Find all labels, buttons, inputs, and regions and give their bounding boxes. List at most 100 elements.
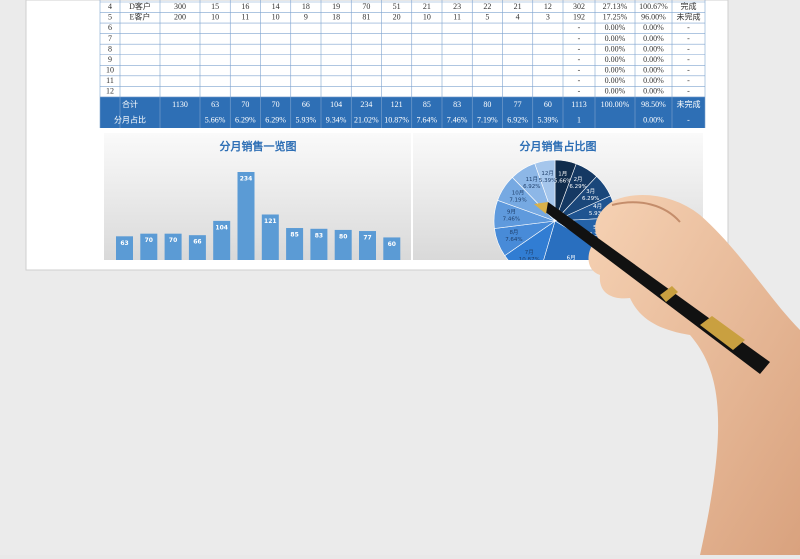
bar <box>237 172 255 260</box>
cell-text: 0.00% <box>643 23 664 32</box>
cell-text: 10.87% <box>384 115 409 124</box>
cell-text: 0.00% <box>643 55 664 64</box>
cell-text: 5.66% <box>205 115 226 124</box>
cell-text: 5 <box>108 13 112 22</box>
cell-text: 6 <box>108 23 112 32</box>
cell-text: 7 <box>108 34 112 43</box>
cell-text: - <box>687 65 690 74</box>
cell-text: 7.64% <box>417 115 438 124</box>
cell-text: - <box>687 76 690 85</box>
pie-value-label: 6.29% <box>569 184 586 190</box>
bar-chart: 63 70 70 66 104 234 121 85 83 80 77 60 <box>116 172 401 260</box>
cell-text: 0.00% <box>605 87 626 96</box>
cell-text: 0.00% <box>643 76 664 85</box>
pie-value-label: 5.66% <box>554 178 571 184</box>
cell-text: 10 <box>211 13 219 22</box>
bar-label: 77 <box>363 235 371 242</box>
bar-label: 63 <box>120 240 128 247</box>
cell-text: 完成 <box>681 1 697 11</box>
cell-text: 234 <box>360 100 372 109</box>
table: 4 D客户 300 15 16 14 18 19 70 51 21 23 22 21 12 302 27.13%… <box>99 0 706 128</box>
cell-text: 11 <box>242 13 250 22</box>
bar-label: 70 <box>145 237 153 244</box>
pen-nib <box>534 202 548 214</box>
cell-text: - <box>687 55 690 64</box>
cell-text: 未完成 <box>677 99 701 109</box>
cell-text: 22 <box>483 2 491 11</box>
cell-text: 19 <box>332 2 340 11</box>
pie-value-label: 7.46% <box>503 217 520 223</box>
cell-text: 18 <box>332 13 340 22</box>
cell-text: 81 <box>362 13 370 22</box>
cell-text: 18 <box>302 2 310 11</box>
bar-label: 60 <box>388 241 396 248</box>
cell-text: 0.00% <box>605 65 626 74</box>
cell-text: 0.00% <box>605 76 626 85</box>
cell-text: 1130 <box>172 100 188 109</box>
bar <box>383 237 401 260</box>
pie-title: 分月销售占比图 <box>520 139 597 153</box>
hand <box>588 195 800 555</box>
cell-text: 100.00% <box>601 100 630 109</box>
cell-text: 7.19% <box>477 115 498 124</box>
bar-label: 104 <box>215 224 228 231</box>
cell-text: 9.34% <box>326 115 347 124</box>
cell-text: 21.02% <box>354 115 379 124</box>
summary-band <box>100 97 705 128</box>
cell-text: 0.00% <box>605 55 626 64</box>
bar <box>334 229 352 260</box>
cell-text: 9 <box>108 55 112 64</box>
cell-text: 15 <box>211 2 219 11</box>
cell-text: 98.50% <box>641 100 666 109</box>
pie-label: 3月 <box>586 188 595 195</box>
cell-text: 70 <box>362 2 370 11</box>
cell-text: 5.93% <box>296 115 317 124</box>
cell-text: 77 <box>514 100 522 109</box>
pie-value-label: 7.64% <box>505 237 522 243</box>
bar <box>359 231 376 260</box>
bar-label: 80 <box>339 233 347 240</box>
bar <box>116 236 133 260</box>
cell-text: 0.00% <box>643 87 664 96</box>
cell-text: 27.13% <box>603 2 628 11</box>
cell-text: 分月占比 <box>114 114 146 124</box>
cell-text: - <box>578 65 581 74</box>
cell-text: 60 <box>544 100 552 109</box>
cell-text: 未完成 <box>677 12 701 22</box>
cell-text: 1 <box>577 115 581 124</box>
bar <box>140 233 158 260</box>
cell-text: 100.67% <box>639 2 668 11</box>
pie-value-label: 5.93% <box>589 211 606 217</box>
cell-text: - <box>578 23 581 32</box>
pie-label: 11月 <box>526 176 539 183</box>
cell-text: 70 <box>272 100 280 109</box>
cell-text: - <box>687 34 690 43</box>
cell-text: 6.29% <box>235 115 256 124</box>
cell-text: 121 <box>391 100 403 109</box>
cell-text: 17.25% <box>603 13 628 22</box>
bar-label: 121 <box>264 218 277 225</box>
bar-label: 83 <box>315 232 323 239</box>
cell-text: 200 <box>174 13 186 22</box>
cell-text: 23 <box>453 2 461 11</box>
bar <box>188 235 206 260</box>
bar-title: 分月销售一览图 <box>220 139 297 153</box>
cell-text: 10 <box>423 13 431 22</box>
cell-text: 63 <box>211 100 219 109</box>
cell-text: 3 <box>546 13 550 22</box>
cell-text: 10 <box>272 13 280 22</box>
pie-value-label: 6.92% <box>523 184 540 190</box>
cell-text: D客户 <box>129 1 151 11</box>
cell-text: 11 <box>106 76 114 85</box>
cell-text: 7.46% <box>447 115 468 124</box>
cell-text: 192 <box>573 13 585 22</box>
cell-text: 0.00% <box>643 34 664 43</box>
cell-text: - <box>687 44 690 53</box>
cell-text: - <box>578 34 581 43</box>
pie-label: 1月 <box>558 170 567 177</box>
cell-text: 83 <box>453 100 461 109</box>
cell-text: 1113 <box>571 100 586 109</box>
bar <box>310 228 328 260</box>
pie-label: 7月 <box>525 249 534 256</box>
cell-text: 9 <box>304 13 308 22</box>
